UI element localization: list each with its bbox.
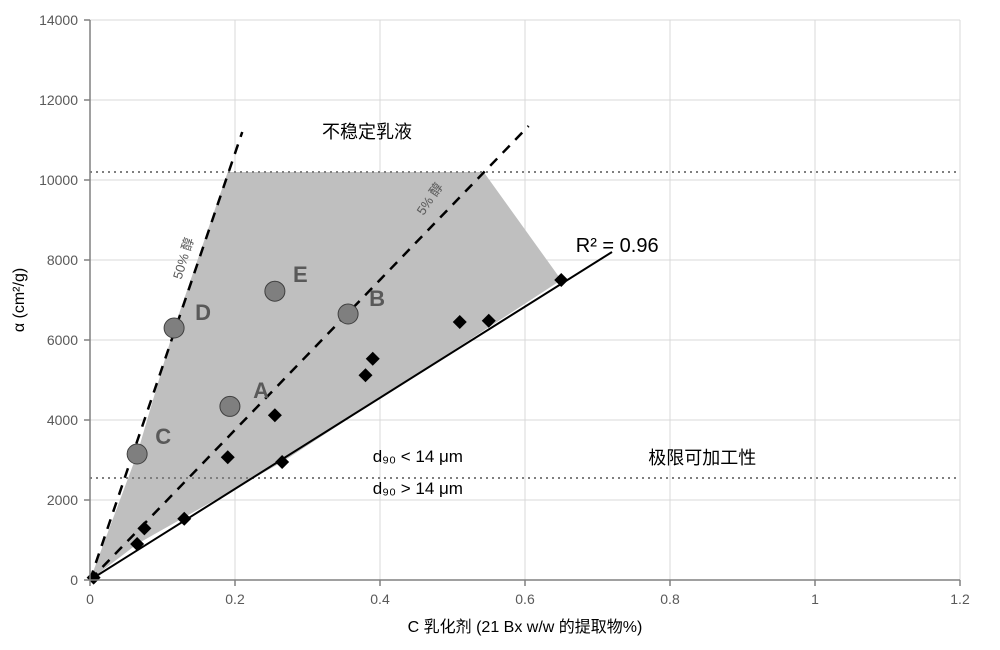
y-tick-label: 6000 [47, 332, 78, 348]
x-tick-label: 0 [86, 591, 94, 607]
x-tick-label: 0.6 [515, 591, 535, 607]
x-tick-label: 1 [811, 591, 819, 607]
y-axis-label: α (cm²/g) [11, 268, 28, 332]
circle-marker [220, 396, 240, 416]
circle-marker [338, 304, 358, 324]
x-axis-label: C 乳化剂 (21 Bx w/w 的提取物%) [408, 618, 643, 636]
x-tick-label: 0.8 [660, 591, 680, 607]
point-label: D [195, 300, 211, 325]
circle-marker [164, 318, 184, 338]
point-label: E [293, 262, 308, 287]
y-tick-label: 4000 [47, 412, 78, 428]
circle-marker [265, 281, 285, 301]
annotation: 极限可加工性 [648, 448, 756, 468]
annotation: d₉₀ > 14 μm [373, 479, 463, 498]
point-label: C [155, 424, 171, 449]
annotation: d₉₀ < 14 μm [373, 447, 463, 466]
point-label: A [253, 378, 269, 403]
chart-bg [0, 0, 1000, 650]
circle-marker [127, 444, 147, 464]
x-tick-label: 1.2 [950, 591, 970, 607]
y-tick-label: 14000 [39, 12, 78, 28]
point-label: B [369, 286, 385, 311]
x-tick-label: 0.2 [225, 591, 245, 607]
y-tick-label: 8000 [47, 252, 78, 268]
chart-svg: ABCDE不稳定乳液极限可加工性d₉₀ < 14 μmd₉₀ > 14 μm50… [0, 0, 1000, 650]
y-tick-label: 2000 [47, 492, 78, 508]
r-squared-label: R² = 0.96 [576, 235, 659, 257]
y-tick-label: 12000 [39, 92, 78, 108]
y-tick-label: 10000 [39, 172, 78, 188]
scatter-chart: ABCDE不稳定乳液极限可加工性d₉₀ < 14 μmd₉₀ > 14 μm50… [0, 0, 1000, 650]
y-tick-label: 0 [70, 572, 78, 588]
annotation: 不稳定乳液 [322, 122, 412, 142]
x-tick-label: 0.4 [370, 591, 390, 607]
